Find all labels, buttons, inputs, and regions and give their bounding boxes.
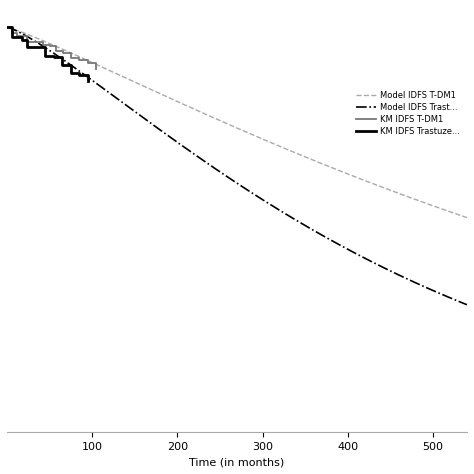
Legend: Model IDFS T-DM1, Model IDFS Trast..., KM IDFS T-DM1, KM IDFS Trastuze...: Model IDFS T-DM1, Model IDFS Trast..., K… — [352, 88, 463, 139]
X-axis label: Time (in months): Time (in months) — [190, 457, 284, 467]
